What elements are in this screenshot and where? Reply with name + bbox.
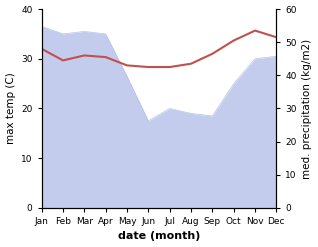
X-axis label: date (month): date (month) [118, 231, 200, 242]
Y-axis label: max temp (C): max temp (C) [5, 73, 16, 144]
Y-axis label: med. precipitation (kg/m2): med. precipitation (kg/m2) [302, 38, 313, 179]
